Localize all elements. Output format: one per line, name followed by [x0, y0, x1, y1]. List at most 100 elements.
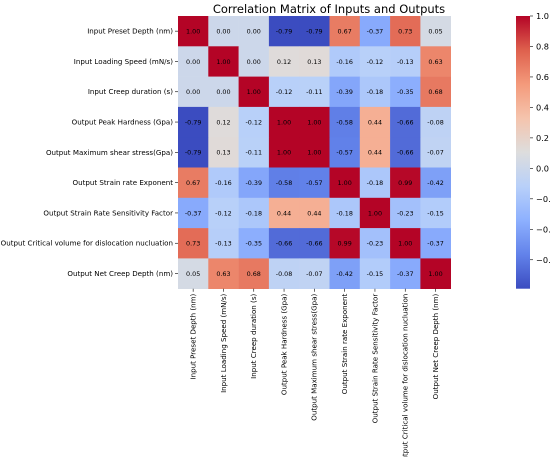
- cell-value-label: -0.57: [336, 149, 353, 157]
- heatmap-cell: [299, 258, 330, 289]
- heatmap-cell: [268, 137, 300, 168]
- cell-value-label: 0.73: [186, 240, 200, 248]
- cell-value-label: -0.12: [367, 58, 384, 66]
- cell-value-label: 0.68: [428, 88, 442, 96]
- heatmap-cell: [178, 258, 209, 289]
- cell-value-label: 0.63: [216, 270, 230, 278]
- colorbar-tick-label: −0.2: [536, 194, 550, 204]
- cell-value-label: 1.00: [277, 149, 291, 157]
- colorbar-tick-label: 0.8: [536, 41, 549, 51]
- heatmap-cell: [420, 106, 451, 138]
- cell-value-label: 1.00: [186, 27, 200, 35]
- row-label: Output Net Creep Depth (nm): [67, 269, 173, 278]
- cell-value-label: -0.18: [367, 88, 384, 96]
- colorbar: 1.0 0.8 0.6 0.4 0.2 0.0 −0.2 −0.4 −0.6: [516, 11, 550, 289]
- cell-value-label: 0.99: [398, 179, 412, 187]
- heatmap-cell: [420, 258, 451, 289]
- heatmap-cell: [208, 228, 239, 259]
- column-label: Output Strain Rate Sensitivity Factor: [370, 294, 379, 424]
- heatmap-cell: [390, 197, 421, 229]
- colorbar-gradient: [516, 16, 530, 289]
- cell-value-label: 0.00: [247, 27, 261, 35]
- cell-value-label: -0.37: [367, 27, 384, 35]
- cell-value-label: 0.00: [247, 58, 261, 66]
- heatmap-cell: [238, 167, 270, 199]
- heatmap-cell: [359, 137, 391, 168]
- cell-value-label: 1.00: [398, 240, 412, 248]
- cell-value-label: -0.66: [306, 240, 323, 248]
- heatmap-cell: [178, 46, 209, 77]
- heatmap-cell: [329, 228, 361, 259]
- cell-value-label: -0.37: [185, 209, 202, 217]
- heatmap-cell: [359, 16, 391, 47]
- heatmap-cell: [359, 76, 391, 108]
- cell-value-label: -0.13: [397, 58, 414, 66]
- cell-value-label: -0.07: [427, 149, 444, 157]
- colorbar-tick-label: −0.4: [536, 224, 550, 234]
- heatmap-cell: [359, 228, 391, 259]
- heatmap-cell: [299, 228, 330, 259]
- cell-value-label: -0.42: [336, 270, 353, 278]
- row-label: Output Maximum shear stress(Gpa): [46, 148, 173, 157]
- heatmap-cell: [420, 197, 451, 229]
- cell-value-label: -0.66: [397, 118, 414, 126]
- column-label: Input Creep duration (s): [249, 293, 258, 378]
- heatmap-cell: [268, 106, 300, 138]
- heatmap-cell: [268, 16, 300, 47]
- cell-value-label: -0.58: [336, 118, 353, 126]
- row-label: Input Creep duration (s): [88, 87, 173, 96]
- heatmap-cell: [208, 106, 239, 138]
- row-label: Output Strain rate Exponent: [73, 178, 174, 187]
- heatmap-cell: [299, 76, 330, 108]
- heatmap-cell: [420, 46, 451, 77]
- cell-value-label: 0.00: [186, 58, 200, 66]
- heatmap-cell: [359, 106, 391, 138]
- cell-value-label: -0.57: [306, 179, 323, 187]
- heatmap-cell: [329, 167, 361, 199]
- column-labels: Input Preset Depth (nm) Input Loading Spe…: [189, 288, 440, 457]
- heatmap-cell: [238, 137, 270, 168]
- heatmap-cell: [238, 228, 270, 259]
- heatmap-cell: [420, 167, 451, 199]
- row-label: Output Critical volume for dislocation n…: [1, 239, 173, 248]
- colorbar-tick-label: 0.4: [536, 102, 549, 112]
- heatmap-cell: [178, 106, 209, 138]
- cell-value-label: -0.58: [276, 179, 293, 187]
- heatmap-cell: [299, 46, 330, 77]
- column-label: Input Loading Speed (mN/s): [219, 293, 228, 392]
- heatmap-cell: [359, 197, 391, 229]
- heatmap-cells: 1.00 0.00 0.00 -0.79 -0.79 0.67 -0.37 0.73 0.05 0…: [178, 16, 451, 289]
- cell-value-label: -0.79: [306, 27, 323, 35]
- cell-value-label: 1.00: [277, 118, 291, 126]
- cell-value-label: -0.35: [397, 88, 414, 96]
- heatmap-cell: [208, 258, 239, 289]
- cell-value-label: -0.11: [245, 149, 262, 157]
- cell-value-label: -0.66: [276, 240, 293, 248]
- heatmap-cell: [178, 16, 209, 47]
- heatmap-cell: [420, 137, 451, 168]
- cell-value-label: -0.66: [397, 149, 414, 157]
- column-label: Input Preset Depth (nm): [189, 293, 198, 379]
- heatmap-cell: [178, 197, 209, 229]
- heatmap-cell: [268, 197, 300, 229]
- cell-value-label: 1.00: [428, 270, 442, 278]
- cell-value-label: 0.73: [398, 27, 412, 35]
- heatmap-cell: [420, 16, 451, 47]
- cell-value-label: -0.39: [245, 179, 262, 187]
- cell-value-label: -0.23: [367, 240, 384, 248]
- heatmap-cell: [299, 167, 330, 199]
- cell-value-label: 0.05: [428, 27, 442, 35]
- cell-value-label: 0.13: [216, 149, 230, 157]
- heatmap-cell: [359, 46, 391, 77]
- heatmap-cell: [329, 76, 361, 108]
- cell-value-label: 0.00: [186, 88, 200, 96]
- cell-value-label: -0.16: [336, 58, 353, 66]
- heatmap-cell: [390, 228, 421, 259]
- row-label: Output Peak Hardness (Gpa): [72, 117, 174, 126]
- heatmap-cell: [238, 76, 270, 108]
- heatmap-cell: [390, 46, 421, 77]
- heatmap-cell: [329, 197, 361, 229]
- row-labels: Input Preset Depth (nm) Input Loading Spe…: [1, 27, 178, 278]
- cell-value-label: 0.44: [368, 149, 382, 157]
